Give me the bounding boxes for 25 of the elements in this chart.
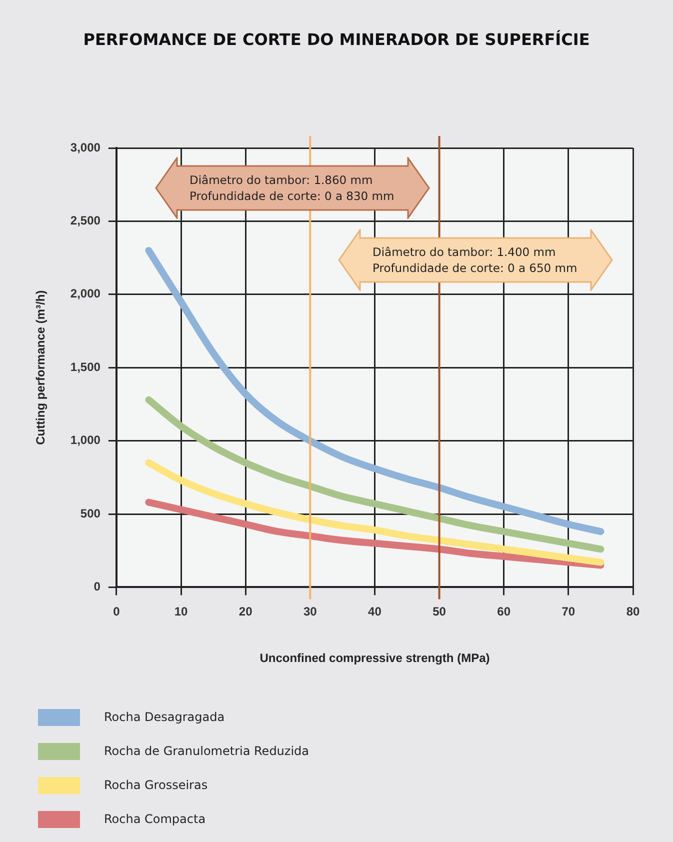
y-tick-label: 3,000 xyxy=(70,140,101,154)
x-axis-title: Unconfined compressive strength (MPa) xyxy=(260,651,490,666)
legend-label: Rocha Desagragada xyxy=(104,710,225,724)
y-tick-label: 500 xyxy=(80,506,101,520)
x-tick-label: 0 xyxy=(113,604,120,619)
x-tick-label: 30 xyxy=(303,604,318,619)
y-tick-label: 1,500 xyxy=(70,360,101,374)
y-tick-label: 0 xyxy=(94,580,101,594)
annotation: Diâmetro do tambor: 1.860 mm Profundidade de corte: 0 a 830 mm xyxy=(190,172,394,204)
x-tick-label: 40 xyxy=(368,604,382,619)
legend-label: Rocha Grosseiras xyxy=(104,778,208,792)
legend-label: Rocha Compacta xyxy=(104,812,206,826)
y-tick-label: 2,000 xyxy=(70,286,101,301)
x-tick-label: 10 xyxy=(174,604,188,619)
x-tick-label: 80 xyxy=(626,604,640,619)
x-tick-label: 50 xyxy=(432,604,446,619)
legend-label: Rocha de Granulometria Reduzida xyxy=(104,744,310,758)
y-axis-title: Cutting performance (m³/h) xyxy=(34,290,48,445)
x-tick-label: 60 xyxy=(497,604,511,619)
x-tick-label: 20 xyxy=(238,604,253,619)
annotation: Diâmetro do tambor: 1.400 mm Profundidade de corte: 0 a 650 mm xyxy=(372,244,578,276)
y-tick-label: 1,000 xyxy=(70,433,101,448)
y-tick-label: 2,500 xyxy=(70,214,101,228)
chart-title: PERFOMANCE DE CORTE DO MINERADOR DE SUPERFÍCIE xyxy=(82,30,591,49)
x-tick-label: 70 xyxy=(562,604,576,619)
